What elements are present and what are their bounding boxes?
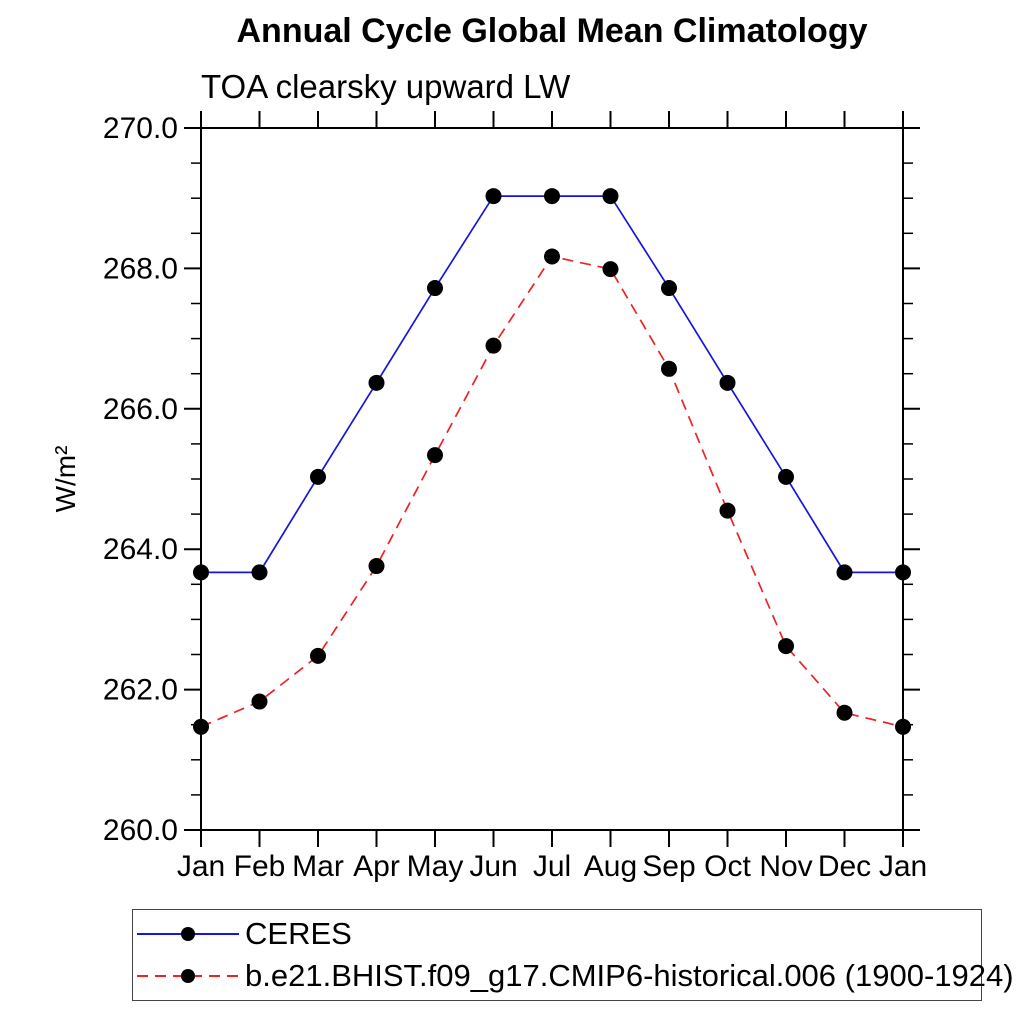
- data-point-marker-1: [602, 261, 619, 278]
- data-point-marker-1: [661, 360, 677, 377]
- legend-label-ceres: CERES: [245, 916, 352, 951]
- data-point-marker-0: [310, 468, 326, 485]
- x-tick-label: Sep: [642, 850, 695, 883]
- x-tick-label: Dec: [818, 850, 871, 883]
- data-point-marker-1: [778, 638, 794, 655]
- legend-line-sample-model: [133, 965, 243, 987]
- data-point-marker-1: [544, 248, 560, 265]
- x-tick-label: Mar: [292, 850, 344, 883]
- x-tick-label: Oct: [704, 850, 751, 883]
- legend-item-model: b.e21.BHIST.f09_g17.CMIP6-historical.006…: [133, 955, 1014, 997]
- x-tick-label: Jun: [469, 850, 517, 883]
- data-point-marker-1: [368, 558, 385, 575]
- x-tick-label: Apr: [353, 850, 400, 883]
- data-point-marker-1: [485, 337, 502, 354]
- x-tick-label: Feb: [234, 850, 286, 883]
- legend: CERES b.e21.BHIST.f09_g17.CMIP6-historic…: [132, 909, 1014, 1001]
- y-tick-label: 262.0: [103, 674, 178, 707]
- y-tick-label: 270.0: [103, 112, 178, 145]
- data-point-marker-0: [193, 564, 209, 581]
- legend-sample-svg: [137, 969, 239, 983]
- legend-item-ceres: CERES: [133, 913, 981, 955]
- data-point-marker-0: [427, 280, 443, 297]
- chart-subtitle: TOA clearsky upward LW: [201, 68, 571, 105]
- legend-line-sample-ceres: [133, 923, 243, 945]
- x-tick-label: Jul: [533, 850, 571, 883]
- data-point-marker-0: [485, 188, 502, 205]
- legend-label-model: b.e21.BHIST.f09_g17.CMIP6-historical.006…: [245, 958, 1014, 993]
- data-point-marker-0: [778, 468, 794, 485]
- data-point-marker-1: [895, 718, 911, 735]
- data-point-marker-0: [719, 374, 736, 391]
- plot-frame: [200, 127, 904, 831]
- data-point-marker-1: [310, 647, 326, 664]
- data-point-marker-0: [602, 188, 619, 205]
- data-point-marker-0: [836, 564, 853, 581]
- data-point-marker-1: [193, 718, 209, 735]
- x-tick-label: Jan: [879, 850, 927, 883]
- x-tick-label: May: [407, 850, 464, 883]
- x-tick-label: Aug: [584, 850, 637, 883]
- x-tick-label: Nov: [759, 850, 812, 883]
- data-point-marker-0: [895, 564, 911, 581]
- legend-sample-marker: [181, 969, 195, 983]
- y-tick-label: 260.0: [103, 814, 178, 847]
- data-point-marker-1: [251, 693, 268, 710]
- data-point-marker-0: [661, 280, 677, 297]
- data-point-marker-1: [427, 447, 443, 464]
- data-point-marker-1: [836, 704, 853, 721]
- y-tick-label: 264.0: [103, 533, 178, 566]
- legend-sample-svg: [137, 927, 239, 941]
- series-line-1: [200, 255, 904, 728]
- data-point-marker-0: [251, 564, 268, 581]
- y-tick-label: 268.0: [103, 252, 178, 285]
- data-point-marker-0: [544, 188, 560, 205]
- chart-title: Annual Cycle Global Mean Climatology: [236, 12, 868, 50]
- legend-sample-marker: [181, 927, 195, 941]
- data-point-marker-0: [368, 374, 385, 391]
- x-tick-label: Jan: [177, 850, 225, 883]
- data-point-marker-1: [719, 502, 736, 519]
- y-tick-label: 266.0: [103, 393, 178, 426]
